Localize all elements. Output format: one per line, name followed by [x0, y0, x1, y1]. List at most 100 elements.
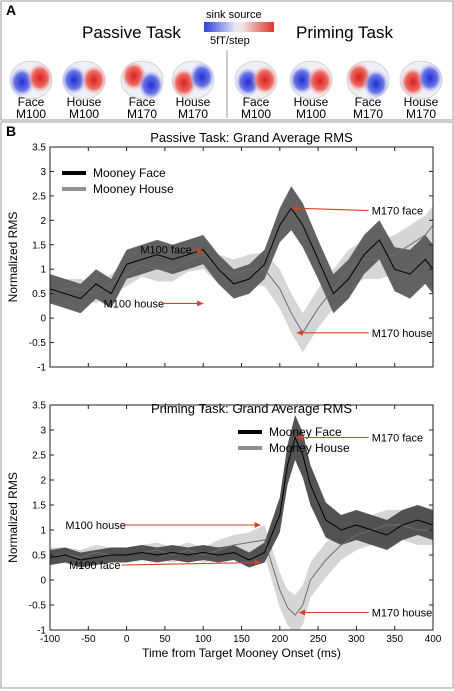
y-tick-label: -1 — [37, 363, 46, 374]
legend-label: Mooney House — [93, 182, 174, 196]
scale-label-bottom: 5fT/step — [210, 35, 250, 47]
y-tick-label: -0.5 — [29, 338, 47, 349]
y-tick-label: 3.5 — [32, 143, 46, 154]
sink-blob — [417, 63, 443, 93]
series-error-band — [50, 186, 433, 314]
panel-b-letter: B — [6, 123, 16, 139]
y-tick-label: 2.5 — [32, 451, 46, 462]
priming-task-heading: Priming Task — [296, 23, 393, 42]
topomap-label-component: M100 — [16, 107, 46, 121]
x-tick-label: 0 — [124, 634, 130, 645]
annotation-arrowhead — [254, 559, 261, 566]
sink-blob — [61, 65, 87, 95]
x-tick-label: 200 — [271, 634, 288, 645]
topomap-row: FaceM100HouseM100FaceM170HouseM170FaceM1… — [9, 60, 443, 121]
legend-label: Mooney Face — [269, 425, 342, 439]
annotation-arrowhead — [298, 609, 305, 616]
chart-passive-task: Passive Task: Grand Average RMS Normalize… — [6, 130, 434, 374]
chart-priming-task: Priming Task: Grand Average RMS Normalize… — [6, 401, 442, 661]
panel-b-frame — [0, 121, 454, 689]
sink-blob — [138, 70, 164, 100]
color-scale-bar — [204, 22, 274, 32]
annotation-arrowhead — [196, 247, 204, 254]
x-tick-label: 50 — [159, 634, 171, 645]
x-tick-label: 350 — [386, 634, 403, 645]
y-tick-label: 0 — [40, 314, 46, 325]
annotation-arrow — [291, 207, 369, 212]
annotation-label: M170 face — [372, 433, 423, 445]
annotation-label: M100 face — [140, 245, 191, 257]
annotation-arrowhead — [197, 300, 204, 307]
topomap-label-component: M170 — [353, 107, 383, 121]
y-tick-label: 3 — [40, 167, 46, 178]
topomap-label-stim: House — [404, 95, 439, 109]
y-axis-label: Normalized RMS — [6, 472, 20, 563]
x-tick-label: 100 — [195, 634, 212, 645]
y-axis-label: Normalized RMS — [6, 212, 20, 303]
annotation-arrow — [121, 561, 261, 566]
y-tick-label: 1 — [40, 265, 46, 276]
annotation-arrowhead — [296, 434, 303, 441]
annotation-label: M100 house — [104, 298, 165, 310]
topomap-label-stim: House — [294, 95, 329, 109]
topomap-label-component: M170 — [127, 107, 157, 121]
y-tick-label: -1 — [37, 626, 46, 637]
topomap-label-stim: House — [67, 95, 102, 109]
topomap-label-component: M170 — [406, 107, 436, 121]
legend-label: Mooney Face — [93, 166, 166, 180]
y-tick-label: 2.5 — [32, 191, 46, 202]
source-blob — [81, 65, 107, 95]
x-tick-label: -50 — [81, 634, 96, 645]
topomap-label-component: M170 — [178, 107, 208, 121]
annotation-label: M170 house — [372, 328, 433, 340]
y-tick-label: 0.5 — [32, 551, 46, 562]
x-tick-label: -100 — [40, 634, 60, 645]
source-blob — [307, 66, 333, 96]
annotation-arrowhead — [296, 329, 303, 336]
topomap-label-stim: Face — [129, 95, 156, 109]
annotation-label: M170 face — [372, 206, 423, 218]
annotation-arrowhead — [291, 205, 298, 212]
passive-task-heading: Passive Task — [82, 23, 181, 42]
y-tick-label: 3 — [40, 426, 46, 437]
panel-a-frame — [0, 0, 454, 121]
source-blob — [27, 63, 53, 93]
topomap-label-component: M100 — [241, 107, 271, 121]
series-line — [50, 207, 433, 300]
x-tick-label: 150 — [233, 634, 250, 645]
annotation-arrowhead — [254, 522, 261, 528]
y-tick-label: 1.5 — [32, 240, 46, 251]
sink-blob — [363, 69, 389, 99]
y-tick-label: 0.5 — [32, 289, 46, 300]
source-blob — [252, 65, 278, 95]
series-line — [50, 224, 433, 334]
annotation-label: M100 face — [69, 560, 120, 572]
y-tick-label: 0 — [40, 576, 46, 587]
y-tick-label: 2 — [40, 476, 46, 487]
y-tick-label: 1 — [40, 526, 46, 537]
panel-a-letter: A — [6, 2, 16, 18]
topomap-label-stim: Face — [18, 95, 45, 109]
topomap-label-stim: Face — [243, 95, 270, 109]
topomap-label-stim: House — [176, 95, 211, 109]
annotation-label: M100 house — [65, 520, 126, 532]
y-tick-label: 1.5 — [32, 501, 46, 512]
scale-label-top: sink source — [206, 9, 262, 21]
topomap-label-component: M100 — [69, 107, 99, 121]
y-tick-label: 3.5 — [32, 401, 46, 412]
x-axis-label: Time from Target Mooney Onset (ms) — [142, 646, 341, 660]
chart-title: Priming Task: Grand Average RMS — [151, 401, 352, 416]
series-error-band — [50, 415, 433, 568]
sink-blob — [189, 62, 215, 92]
y-tick-label: 2 — [40, 216, 46, 227]
x-tick-label: 300 — [348, 634, 365, 645]
x-tick-label: 400 — [425, 634, 442, 645]
